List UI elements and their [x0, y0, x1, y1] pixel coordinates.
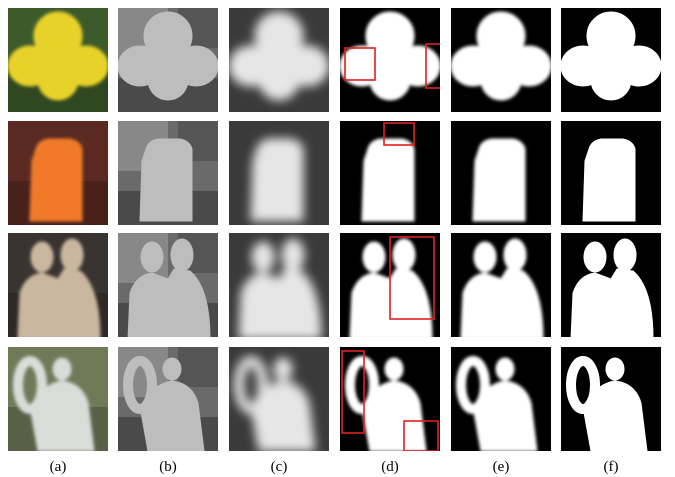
image-cell	[561, 233, 661, 339]
image-cell	[340, 121, 440, 225]
column-label: (d)	[381, 459, 399, 475]
figure: (a) (b) (c) (d) (e) (f)	[0, 0, 675, 477]
column-label: (e)	[493, 459, 510, 475]
image-cell	[229, 8, 329, 112]
image-cell	[451, 121, 551, 225]
image-cell	[561, 8, 661, 112]
image-cell	[229, 233, 329, 339]
image-cell	[118, 8, 218, 112]
column-label: (f)	[604, 459, 619, 475]
column-labels: (a) (b) (c) (d) (e) (f)	[50, 459, 619, 475]
column-label: (c)	[271, 459, 288, 475]
image-cell	[118, 121, 218, 225]
image-cell	[451, 347, 551, 451]
image-cell	[340, 347, 440, 451]
image-cell	[561, 347, 661, 451]
image-grid	[8, 8, 661, 451]
image-cell	[8, 8, 108, 112]
image-cell	[340, 233, 440, 339]
column-label: (a)	[50, 459, 67, 475]
image-cell	[229, 347, 329, 451]
image-cell	[561, 121, 661, 225]
image-cell	[8, 233, 108, 339]
image-cell	[8, 347, 108, 451]
image-cell	[451, 233, 551, 339]
image-cell	[8, 121, 108, 225]
image-cell	[451, 8, 551, 112]
column-label: (b)	[159, 459, 177, 475]
image-cell	[118, 233, 218, 339]
image-cell	[229, 121, 329, 225]
image-cell	[340, 8, 446, 112]
image-cell	[118, 347, 218, 451]
